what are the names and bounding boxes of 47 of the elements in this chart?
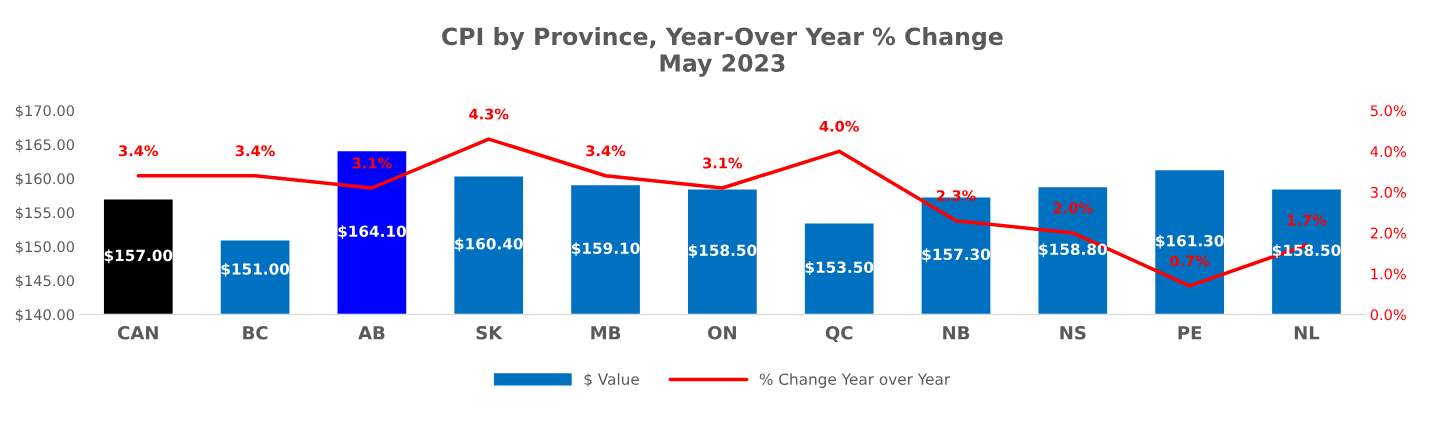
x-tick-label: NB [943,326,970,340]
data-label: 4.3% [469,108,509,120]
x-tick-label: SK [476,325,503,340]
y-tick-label: $170.00 [15,104,75,119]
x-tick-label: BC [243,325,268,340]
y2-tick-label: 4.0% [1370,146,1406,158]
data-label: $160.40 [455,237,523,252]
y2-tick-label: 5.0% [1370,105,1406,117]
data-label: 3.4% [119,145,159,157]
x-tick-label: QC [825,325,853,342]
y-tick-label: $155.00 [15,206,75,221]
data-label: 0.7% [1170,255,1210,267]
data-label: 2.0% [1053,202,1093,214]
data-label: 3.4% [235,145,275,157]
y-tick-label: $150.00 [15,240,75,255]
data-label: 4.0% [819,120,859,132]
y-tick-label: $165.00 [15,138,75,153]
x-tick-label: AB [358,326,385,340]
chart-title: CPI by Province, Year-Over Year % Change May 2023 [442,27,1003,77]
legend-label: $ Value [584,373,639,387]
data-label: $157.00 [104,249,173,264]
data-label: 1.7% [1287,214,1327,226]
data-label: $151.00 [221,262,290,277]
data-label: $153.50 [805,261,874,276]
x-tick-label: CAN [118,325,158,340]
data-label: $157.30 [922,248,991,263]
data-label: $164.10 [338,225,406,240]
x-tick-label: MB [591,326,621,340]
data-label: 3.1% [703,157,743,169]
data-label: 3.4% [586,145,626,157]
data-label: 3.1% [352,157,392,169]
x-tick-label: ON [708,325,736,340]
y2-tick-label: 2.0% [1370,227,1406,239]
y-tick-label: $140.00 [15,308,75,323]
data-label: $158.80 [1039,243,1107,258]
data-label: $161.30 [1156,234,1224,249]
data-label: $159.10 [571,242,640,257]
y2-tick-label: 0.0% [1370,309,1406,321]
y2-tick-label: 3.0% [1370,186,1406,198]
x-tick-label: NL [1294,326,1320,340]
y-tick-label: $160.00 [15,172,75,187]
y-tick-label: $145.00 [15,274,75,289]
x-tick-label: NS [1060,325,1086,340]
legend-label: % Change Year over Year [759,373,951,388]
data-label: $158.50 [688,244,757,259]
x-tick-label: PE [1178,326,1202,340]
y2-tick-label: 1.0% [1371,268,1406,280]
